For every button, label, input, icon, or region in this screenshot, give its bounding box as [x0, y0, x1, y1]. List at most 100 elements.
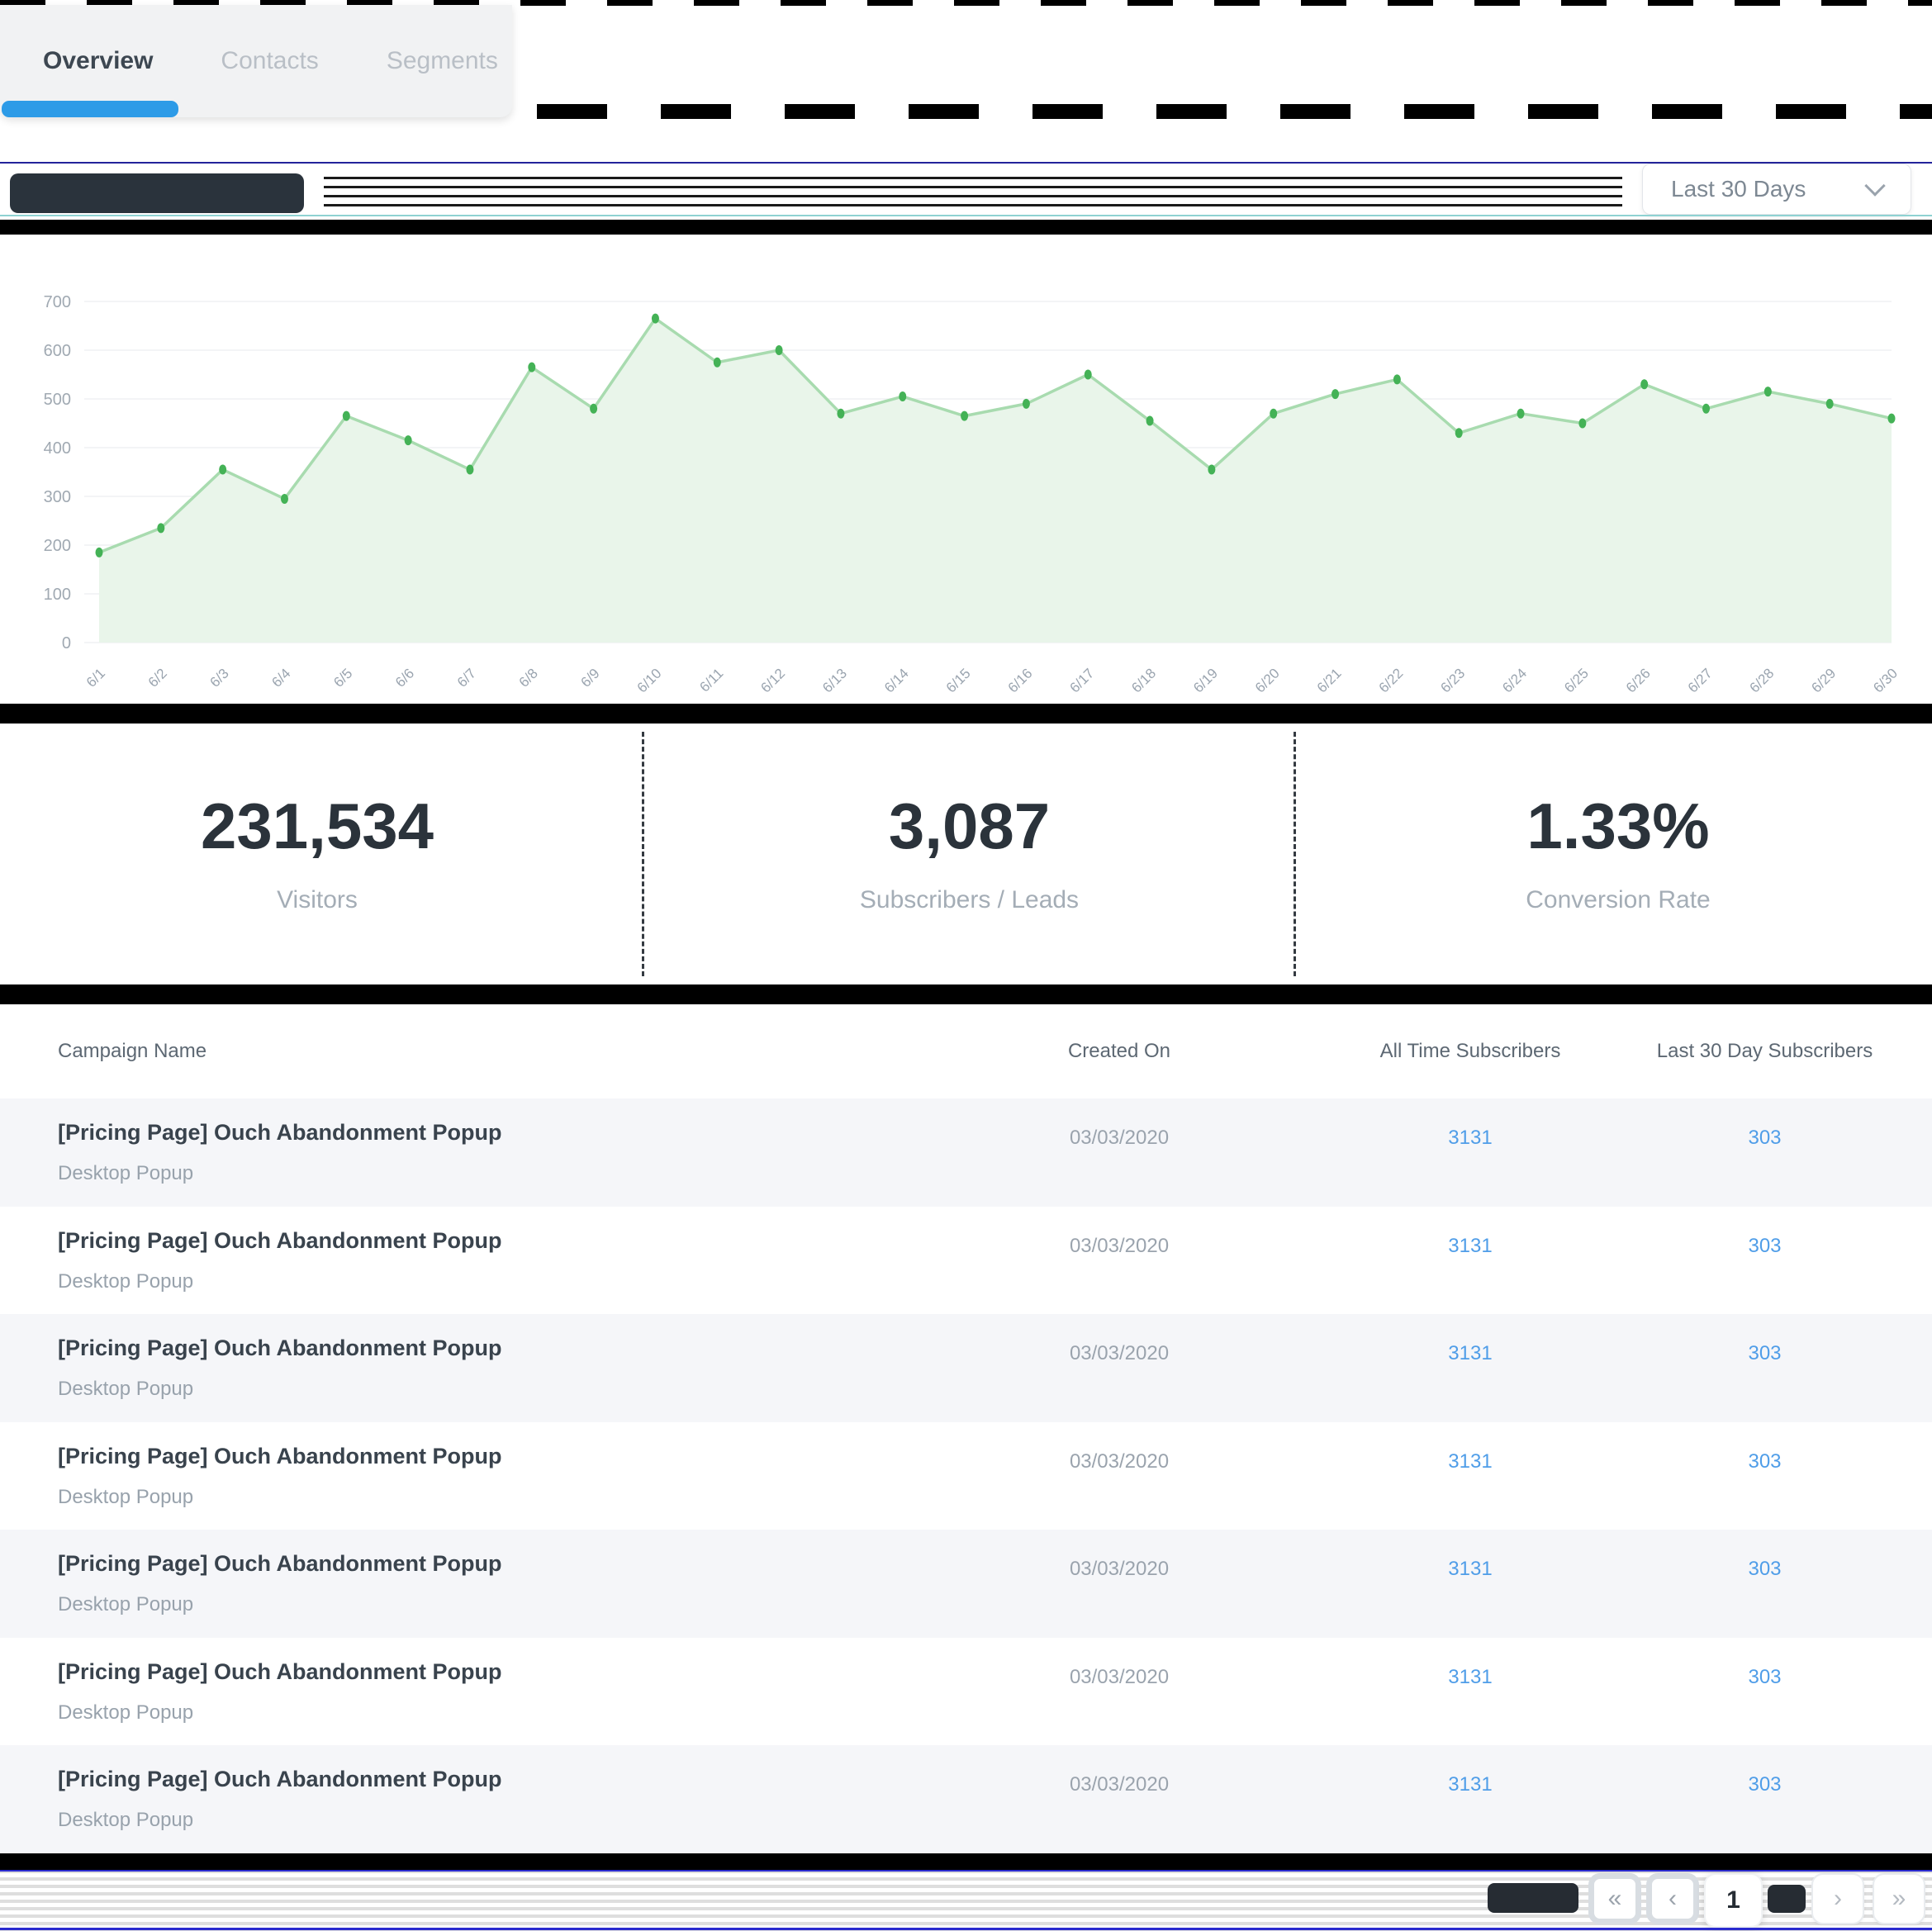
y-axis-tick-label: 500	[44, 391, 71, 409]
data-point	[1455, 428, 1463, 439]
redaction-band	[0, 1853, 1932, 1870]
created-on-cell: 03/03/2020	[1069, 1773, 1170, 1796]
data-point	[95, 547, 103, 557]
table-footer	[0, 1870, 1932, 1931]
data-point	[1146, 415, 1154, 426]
campaigns-table: Campaign Name Created On All Time Subscr…	[0, 1004, 1932, 1854]
x-axis-tick-label: 6/7	[454, 666, 479, 690]
x-axis-tick-label: 6/13	[819, 666, 850, 696]
campaign-type: Desktop Popup	[58, 1269, 194, 1293]
first-page-icon: «	[1607, 1885, 1622, 1912]
redaction-dash-strip	[0, 0, 1932, 6]
last-page-button[interactable]: »	[1873, 1873, 1925, 1924]
all-time-subscribers-link[interactable]: 3131	[1448, 1665, 1493, 1688]
x-axis-tick-label: 6/10	[634, 666, 665, 696]
column-header-last-30-day-subscribers: Last 30 Day Subscribers	[1656, 1040, 1873, 1062]
data-point	[1022, 398, 1030, 409]
last-30-day-subscribers-link[interactable]: 303	[1748, 1127, 1782, 1149]
campaign-title[interactable]: [Pricing Page] Ouch Abandonment Popup	[58, 1336, 502, 1361]
visitors-value: 231,534	[201, 790, 434, 862]
x-axis-tick-label: 6/16	[1005, 666, 1036, 696]
data-point	[775, 345, 783, 355]
last-30-day-subscribers-link[interactable]: 303	[1748, 1773, 1782, 1796]
all-time-subscribers-link[interactable]: 3131	[1448, 1449, 1493, 1473]
all-time-subscribers-link[interactable]: 3131	[1448, 1773, 1493, 1796]
tab-contacts[interactable]: Contacts	[221, 47, 319, 74]
campaign-title[interactable]: [Pricing Page] Ouch Abandonment Popup	[58, 1551, 502, 1577]
column-header-campaign-name: Campaign Name	[58, 1040, 207, 1062]
x-axis-tick-label: 6/24	[1499, 666, 1530, 696]
x-axis-tick-label: 6/9	[578, 666, 603, 690]
campaign-name-cell: [Pricing Page] Ouch Abandonment Popup De…	[0, 1444, 933, 1509]
campaign-name-cell: [Pricing Page] Ouch Abandonment Popup De…	[0, 1228, 933, 1293]
data-point	[1763, 387, 1772, 397]
x-axis-tick-label: 6/23	[1437, 666, 1468, 696]
created-on-cell: 03/03/2020	[1069, 1558, 1170, 1581]
all-time-subscribers-link[interactable]: 3131	[1448, 1558, 1493, 1581]
previous-page-button[interactable]: ‹	[1646, 1873, 1699, 1924]
stat-divider	[642, 732, 644, 976]
campaign-title[interactable]: [Pricing Page] Ouch Abandonment Popup	[58, 1443, 502, 1468]
divider-line	[0, 1928, 1932, 1930]
y-axis-tick-label: 400	[44, 439, 71, 458]
tab-bar: Overview Contacts Segments	[0, 5, 512, 117]
data-point	[899, 391, 907, 402]
campaign-name-cell: [Pricing Page] Ouch Abandonment Popup De…	[0, 1336, 933, 1401]
chevron-down-icon	[1864, 175, 1886, 197]
redaction-band	[0, 984, 1932, 1004]
x-axis-tick-label: 6/6	[392, 666, 417, 690]
campaign-title[interactable]: [Pricing Page] Ouch Abandonment Popup	[58, 1120, 502, 1145]
x-axis-tick-label: 6/1	[83, 666, 108, 690]
pagination-total-redacted	[1768, 1885, 1806, 1913]
next-page-icon: ›	[1834, 1885, 1842, 1912]
table-body: [Pricing Page] Ouch Abandonment Popup De…	[0, 1098, 1932, 1854]
first-page-button[interactable]: «	[1588, 1873, 1641, 1924]
column-header-all-time-subscribers: All Time Subscribers	[1379, 1040, 1561, 1062]
data-point	[342, 410, 350, 421]
last-30-day-subscribers-link[interactable]: 303	[1748, 1665, 1782, 1688]
data-point	[1825, 398, 1834, 409]
last-30-day-subscribers-link[interactable]: 303	[1748, 1449, 1782, 1473]
all-time-subscribers-link[interactable]: 3131	[1448, 1127, 1493, 1149]
campaign-type: Desktop Popup	[58, 1378, 194, 1401]
campaign-name-cell: [Pricing Page] Ouch Abandonment Popup De…	[0, 1120, 933, 1185]
conversion-value: 1.33%	[1526, 790, 1710, 862]
data-point	[651, 313, 659, 324]
last-30-day-subscribers-link[interactable]: 303	[1748, 1234, 1782, 1257]
all-time-subscribers-link[interactable]: 3131	[1448, 1342, 1493, 1365]
campaign-name-cell: [Pricing Page] Ouch Abandonment Popup De…	[0, 1659, 933, 1725]
chart-area-fill	[99, 318, 1892, 643]
stat-card-conversion: 1.33% Conversion Rate	[1304, 724, 1932, 984]
next-page-button[interactable]: ›	[1811, 1873, 1864, 1924]
all-time-subscribers-link[interactable]: 3131	[1448, 1234, 1493, 1257]
x-axis-tick-label: 6/19	[1190, 666, 1221, 696]
x-axis-tick-label: 6/14	[881, 666, 912, 696]
x-axis-tick-label: 6/2	[145, 666, 170, 690]
stat-card-visitors: 231,534 Visitors	[0, 724, 634, 984]
data-point	[528, 362, 536, 372]
last-30-day-subscribers-link[interactable]: 303	[1748, 1342, 1782, 1365]
x-axis-tick-label: 6/3	[207, 666, 232, 690]
data-point	[1702, 403, 1711, 414]
data-point	[590, 403, 598, 414]
campaign-title[interactable]: [Pricing Page] Ouch Abandonment Popup	[58, 1767, 502, 1792]
current-page-input[interactable]: 1	[1704, 1873, 1763, 1928]
section-title-redacted	[10, 173, 304, 213]
chart-line	[98, 316, 1892, 554]
date-range-select[interactable]: Last 30 Days	[1642, 164, 1911, 215]
subscribers-value: 3,087	[888, 790, 1051, 862]
tab-overview[interactable]: Overview	[43, 47, 154, 74]
visitors-label: Visitors	[277, 886, 358, 913]
y-axis-tick-label: 700	[44, 293, 71, 311]
data-point	[837, 408, 845, 419]
campaign-title[interactable]: [Pricing Page] Ouch Abandonment Popup	[58, 1658, 502, 1684]
tab-segments[interactable]: Segments	[386, 47, 498, 74]
y-axis-tick-label: 100	[44, 586, 71, 604]
x-axis-tick-label: 6/17	[1066, 666, 1097, 696]
data-point	[1084, 369, 1092, 380]
x-axis-tick-label: 6/21	[1314, 666, 1345, 696]
table-header-row: Campaign Name Created On All Time Subscr…	[0, 1004, 1932, 1098]
table-row: [Pricing Page] Ouch Abandonment Popup De…	[0, 1098, 1932, 1207]
last-30-day-subscribers-link[interactable]: 303	[1748, 1558, 1782, 1581]
campaign-title[interactable]: [Pricing Page] Ouch Abandonment Popup	[58, 1227, 502, 1253]
